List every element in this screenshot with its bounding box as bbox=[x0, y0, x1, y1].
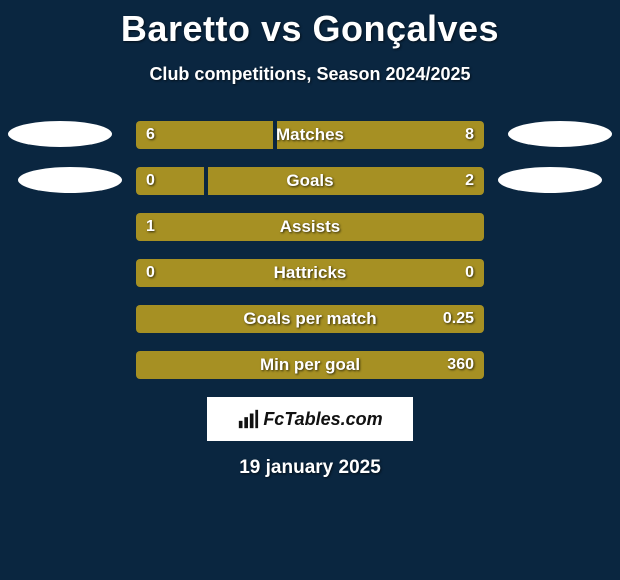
player-right-badge-mid bbox=[498, 167, 602, 193]
player-right-badge-top bbox=[508, 121, 612, 147]
logo-text: FcTables.com bbox=[263, 409, 382, 430]
stat-label: Matches bbox=[136, 121, 484, 149]
stat-row: 0.25Goals per match bbox=[136, 305, 484, 333]
stat-bars: 68Matches 02Goals 1Assists 00Hattricks 0.25G… bbox=[136, 121, 484, 379]
stat-row: 02Goals bbox=[136, 167, 484, 195]
stat-row: 360Min per goal bbox=[136, 351, 484, 379]
stat-label: Assists bbox=[136, 213, 484, 241]
comparison-chart: 68Matches 02Goals 1Assists 00Hattricks 0.25G… bbox=[0, 121, 620, 379]
stat-label: Goals per match bbox=[136, 305, 484, 333]
fctables-logo: FcTables.com bbox=[207, 397, 413, 441]
stat-row: 68Matches bbox=[136, 121, 484, 149]
subtitle: Club competitions, Season 2024/2025 bbox=[0, 64, 620, 85]
stat-label: Min per goal bbox=[136, 351, 484, 379]
page-title: Baretto vs Gonçalves bbox=[0, 0, 620, 50]
player-left-badge-mid bbox=[18, 167, 122, 193]
date: 19 january 2025 bbox=[0, 457, 620, 479]
chart-icon bbox=[237, 408, 259, 430]
stat-row: 00Hattricks bbox=[136, 259, 484, 287]
stat-row: 1Assists bbox=[136, 213, 484, 241]
stat-label: Goals bbox=[136, 167, 484, 195]
stat-label: Hattricks bbox=[136, 259, 484, 287]
player-left-badge-top bbox=[8, 121, 112, 147]
